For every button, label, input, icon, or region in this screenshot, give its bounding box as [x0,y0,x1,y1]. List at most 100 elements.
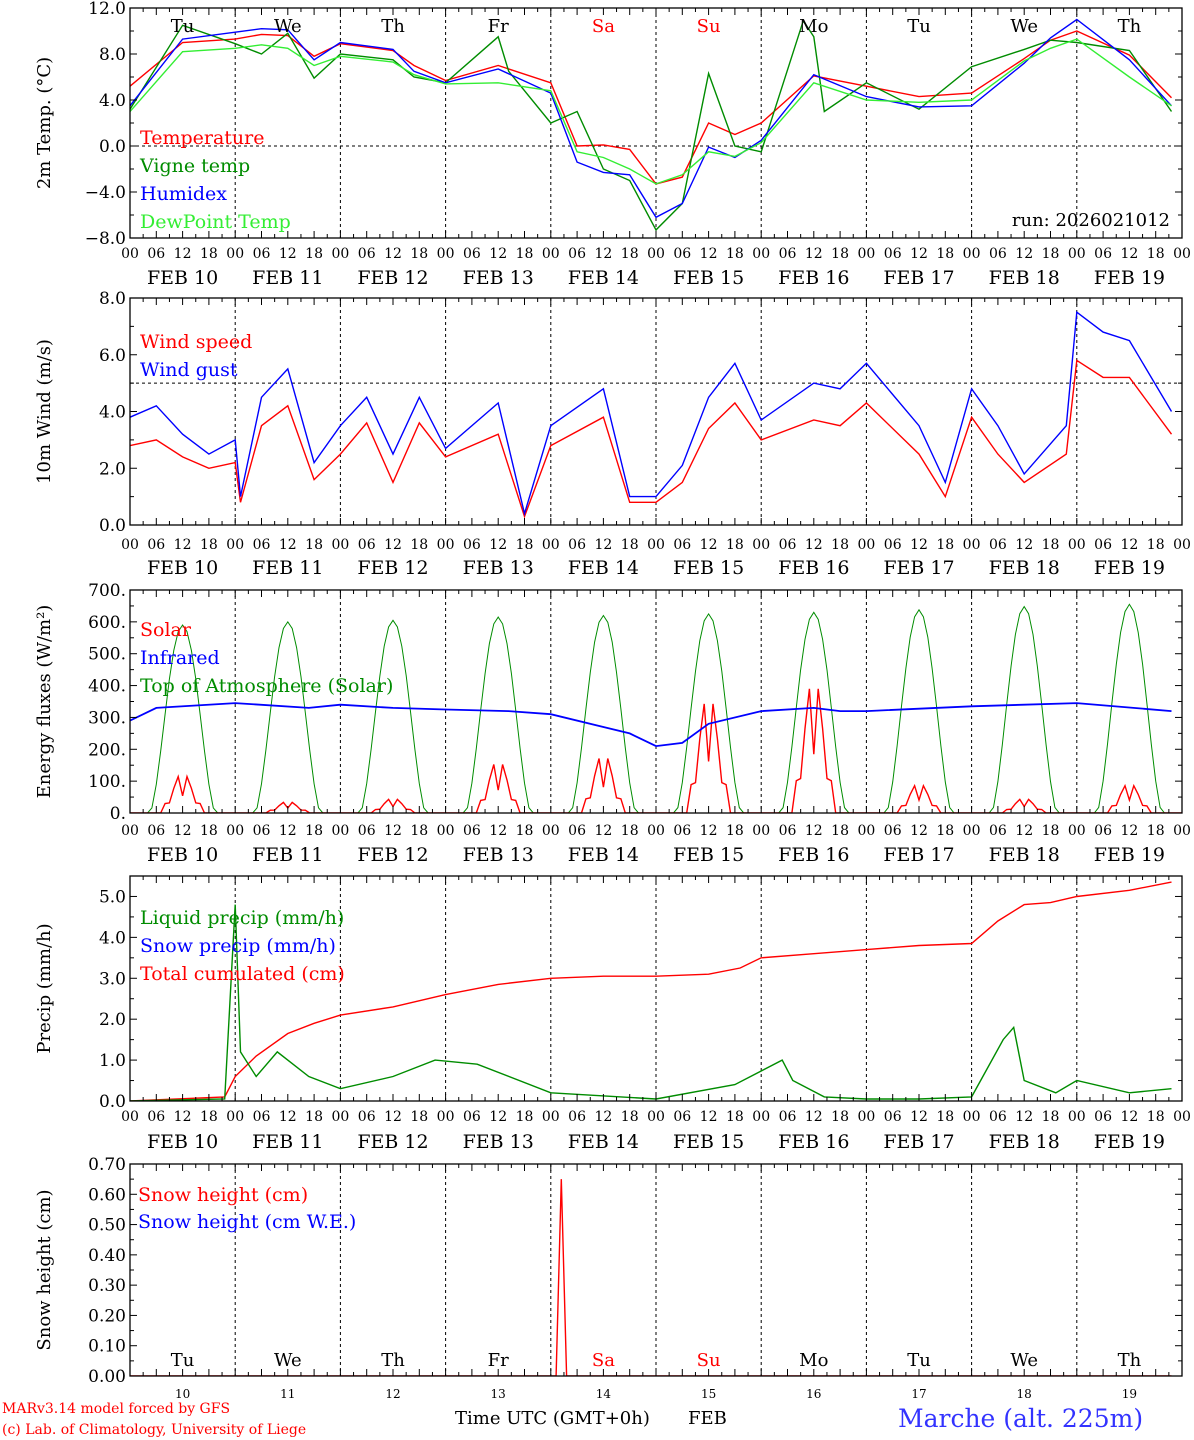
bottom-day-letter: Su [697,1350,721,1371]
day-letter: We [1010,16,1038,37]
hour-label: 12 [174,537,192,553]
hour-label: 12 [910,823,928,839]
hour-label: 00 [226,823,244,839]
hour-label: 00 [963,823,981,839]
hour-label: 18 [1147,823,1165,839]
hour-label: 06 [779,537,797,553]
series-vigne-temp [130,19,1173,232]
hour-label: 18 [726,537,744,553]
y-tick-label: 100. [88,772,126,792]
series-wind-speed [130,359,1173,519]
bottom-day-letter: We [1010,1350,1038,1371]
hour-label: 06 [147,537,165,553]
hour-label: 06 [1094,823,1112,839]
hour-label: 00 [647,1109,665,1125]
hour-label: 00 [226,1109,244,1125]
time-axis-label: Time UTC (GMT+0h) [455,1408,650,1429]
hour-label: 00 [857,246,875,262]
series-wind-gust [130,310,1173,517]
solar-curve [445,764,551,813]
hour-label: 18 [1147,537,1165,553]
hour-label: 12 [174,246,192,262]
date-label: FEB 10 [147,1131,218,1153]
hour-label: 06 [989,1109,1007,1125]
date-label: FEB 13 [463,844,534,866]
date-label: FEB 13 [463,1131,534,1153]
hour-label: 06 [253,823,271,839]
y-tick-label: 600. [88,613,126,633]
hour-label: 06 [989,823,1007,839]
y-tick-label: 5.0 [99,887,126,907]
y-tick-label: 4.0 [99,91,126,111]
hour-label: 00 [752,246,770,262]
y-tick-label: 0.50 [88,1216,126,1236]
hour-label: 00 [121,1109,139,1125]
solar-curve [1076,783,1182,813]
date-label: FEB 17 [883,844,954,866]
bottom-day-number: 10 [175,1387,190,1401]
solar-curve [866,783,972,813]
series-liquid-precip [130,904,1172,1101]
hour-label: 06 [673,537,691,553]
date-label: FEB 18 [989,1131,1060,1153]
hour-label: 18 [831,246,849,262]
series-humidex [130,18,1173,219]
date-label: FEB 12 [357,557,428,579]
hour-label: 18 [200,537,218,553]
hour-label: 18 [936,246,954,262]
y-tick-label: −8.0 [85,229,126,249]
panel-snow: 0.00 0.10 0.20 0.30 0.40 0.50 0.60 0.70 Snow hei… [34,1155,1183,1401]
hour-label: 06 [884,1109,902,1125]
hour-label: 06 [253,537,271,553]
y-axis-label: 10m Wind (m/s) [34,339,55,484]
solar-curve [130,774,236,813]
hour-label: 00 [752,823,770,839]
date-label: FEB 15 [673,844,744,866]
hour-label: 18 [410,1109,428,1125]
y-axis-label: Snow height (cm) [34,1189,55,1350]
month-axis-label: FEB [688,1408,727,1429]
date-label: FEB 17 [883,557,954,579]
date-label: FEB 10 [147,557,218,579]
hour-label: 12 [700,1109,718,1125]
hour-label: 12 [279,823,297,839]
y-axis-label: Energy fluxes (W/m²) [34,605,55,799]
hour-label: 18 [621,823,639,839]
hour-label: 18 [305,537,323,553]
solar-curve [761,688,867,813]
date-label: FEB 16 [778,557,849,579]
toa-solar-curve [130,624,236,813]
hour-label: 12 [1120,1109,1138,1125]
hour-label: 00 [963,246,981,262]
y-tick-label: 0. [110,804,126,824]
hour-label: 06 [358,1109,376,1125]
hour-label: 12 [384,1109,402,1125]
hour-label: 12 [384,246,402,262]
hour-label: 00 [857,1109,875,1125]
bottom-day-letter: Th [1118,1350,1142,1371]
hour-label: 12 [910,246,928,262]
hour-label: 18 [1147,246,1165,262]
date-label: FEB 14 [568,267,639,289]
hour-label: 00 [121,537,139,553]
hour-label: 00 [752,1109,770,1125]
date-label: FEB 15 [673,267,744,289]
hour-label: 00 [647,823,665,839]
y-tick-label: 0.0 [99,516,126,536]
bottom-day-number: 18 [1017,1387,1032,1401]
legend-entry: Snow height (cm W.E.) [138,1211,356,1233]
date-label: FEB 16 [778,1131,849,1153]
y-tick-label: 300. [88,708,126,728]
hour-label: 06 [253,1109,271,1125]
hour-label: 00 [647,246,665,262]
hour-label: 12 [489,1109,507,1125]
hour-label: 00 [331,246,349,262]
y-tick-label: 0.0 [99,137,126,157]
y-tick-label: 0.20 [88,1306,126,1326]
hour-label: 18 [726,823,744,839]
hour-label: 06 [568,823,586,839]
legend-entry: Solar [140,619,192,641]
hour-label: 12 [594,537,612,553]
hour-label: 18 [305,246,323,262]
hour-label: 06 [884,246,902,262]
